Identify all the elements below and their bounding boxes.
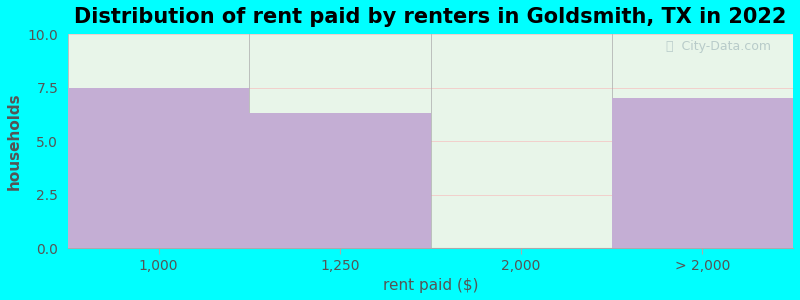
Bar xyxy=(612,98,793,248)
Bar xyxy=(68,88,250,248)
Bar xyxy=(250,113,430,248)
Text: ⓘ  City-Data.com: ⓘ City-Data.com xyxy=(666,40,771,53)
Y-axis label: households: households xyxy=(7,92,22,190)
Title: Distribution of rent paid by renters in Goldsmith, TX in 2022: Distribution of rent paid by renters in … xyxy=(74,7,786,27)
X-axis label: rent paid ($): rent paid ($) xyxy=(382,278,478,293)
